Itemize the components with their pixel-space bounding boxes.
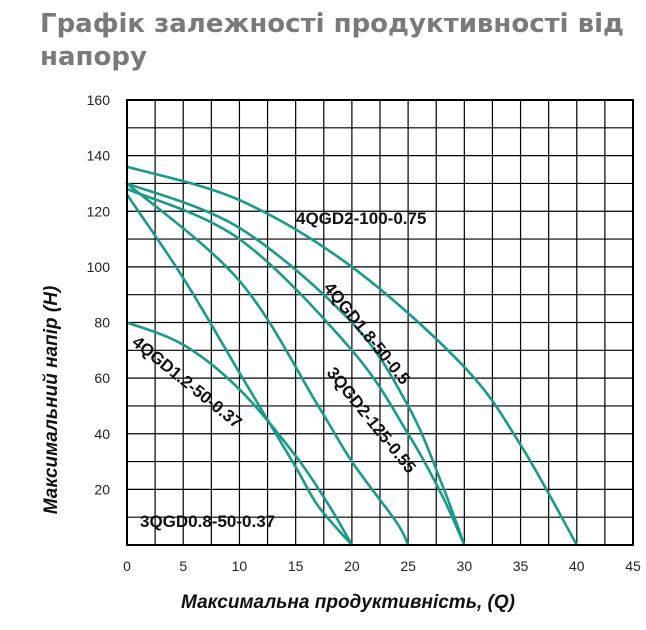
series-labels: 4QGD2-100-0.754QGD1.8-50-0.53QGD2-125-0.… [128, 209, 426, 531]
y-tick-label: 160 [87, 92, 111, 108]
series-line-5 [125, 193, 354, 547]
x-tick-label: 25 [400, 558, 416, 574]
x-tick-label: 30 [457, 558, 473, 574]
y-tick-label: 40 [94, 426, 110, 442]
series-line-1 [125, 182, 466, 547]
y-tick-label: 60 [94, 370, 110, 386]
y-tick-label: 100 [87, 259, 111, 275]
series-lines [125, 165, 579, 547]
series-line-2 [125, 187, 466, 547]
x-tick-label: 35 [513, 558, 529, 574]
x-tick-label: 45 [625, 558, 641, 574]
y-tick-label: 140 [87, 148, 111, 164]
x-tick-label: 10 [232, 558, 248, 574]
y-tick-labels: 20 40 60 80 100 120 140 160 [87, 92, 111, 497]
x-tick-label: 0 [123, 558, 131, 574]
x-tick-label: 40 [569, 558, 585, 574]
plot-frame [126, 99, 634, 546]
x-tick-label: 15 [288, 558, 304, 574]
grid [127, 99, 634, 545]
series-label-4: 3QGD0.8-50-0.37 [140, 512, 275, 531]
x-tick-label: 5 [179, 558, 187, 574]
y-tick-label: 120 [87, 203, 111, 219]
series-label-0: 4QGD2-100-0.75 [296, 209, 426, 228]
series-line-3 [125, 182, 410, 547]
chart-title: Графік залежності продуктивності від нап… [40, 9, 625, 72]
y-tick-label: 20 [94, 481, 110, 497]
y-axis-label: Максимальний напір (Н) [41, 286, 62, 515]
x-tick-labels: 0 5 10 15 20 25 30 35 40 45 [123, 558, 641, 574]
series-line-0 [125, 165, 579, 547]
y-tick-label: 80 [94, 315, 110, 331]
x-tick-label: 20 [344, 558, 360, 574]
x-axis-label: Максимальна продуктивність, (Q) [181, 592, 515, 613]
